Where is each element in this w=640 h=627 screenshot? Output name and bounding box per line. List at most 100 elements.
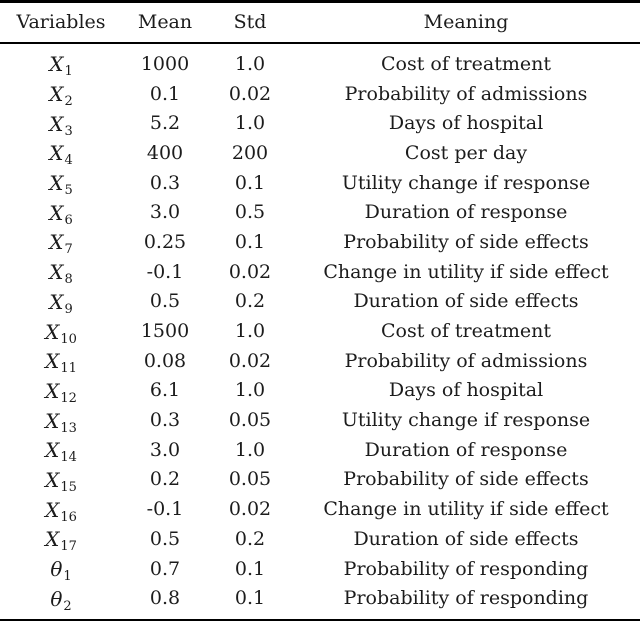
variable-cell: X8: [0, 260, 122, 286]
table-row: θ1 0.7 0.1 Probability of responding: [0, 554, 640, 584]
variable-cell: X14: [0, 440, 122, 464]
meaning-cell: Probability of side effects: [343, 230, 589, 253]
std-cell: 200: [231, 141, 269, 164]
meaning-cell: Change in utility if side effect: [323, 498, 609, 521]
meaning-cell: Duration of side effects: [353, 290, 579, 313]
mean-cell: 1500: [140, 320, 190, 343]
variable-symbol: X: [45, 497, 60, 522]
table-header-rule: [0, 41, 640, 44]
table-top-rule: [0, 0, 640, 3]
std-cell: 1.0: [234, 112, 266, 135]
variable-cell: X7: [0, 230, 122, 256]
variable-cell: X3: [0, 111, 122, 138]
mean-cell: 0.5: [149, 290, 181, 313]
variable-symbol: X: [49, 111, 64, 136]
table-row: X3 5.2 1.0 Days of hospital: [0, 109, 640, 139]
mean-cell: -0.1: [146, 260, 184, 283]
meaning-cell: Duration of side effects: [353, 527, 579, 550]
meaning-cell: Probability of admissions: [344, 349, 588, 372]
variable-subscript: 11: [60, 361, 77, 377]
variable-subscript: 10: [60, 331, 77, 347]
mean-cell: 6.1: [149, 379, 181, 402]
meaning-cell: Days of hospital: [388, 379, 544, 402]
meaning-cell: Utility change if response: [341, 171, 591, 194]
variable-symbol: X: [49, 52, 64, 77]
mean-cell: 0.08: [143, 349, 187, 372]
mean-cell: 0.25: [143, 230, 187, 253]
variable-cell: X15: [0, 467, 122, 494]
meaning-cell: Duration of response: [364, 201, 568, 224]
variable-symbol: X: [49, 82, 64, 107]
variable-symbol: X: [49, 230, 64, 255]
table-row: X17 0.5 0.2 Duration of side effects: [0, 525, 640, 555]
variable-symbol: X: [49, 260, 64, 285]
table-row: X7 0.25 0.1 Probability of side effects: [0, 228, 640, 258]
mean-cell: 5.2: [149, 112, 181, 135]
variable-symbol: X: [49, 171, 64, 196]
variable-subscript: 7: [64, 242, 73, 258]
meaning-cell: Probability of responding: [343, 557, 589, 580]
variable-symbol: X: [45, 349, 60, 374]
meaning-cell: Duration of response: [364, 438, 568, 461]
meaning-cell: Cost per day: [404, 141, 528, 164]
table-row: X4 400 200 Cost per day: [0, 139, 640, 169]
table-row: X16 -0.1 0.02 Change in utility if side …: [0, 495, 640, 525]
variable-symbol: X: [45, 319, 60, 344]
meaning-cell: Cost of treatment: [381, 52, 551, 75]
variable-subscript: 2: [64, 94, 73, 110]
std-cell: 1.0: [234, 320, 266, 343]
variable-symbol: X: [49, 200, 64, 225]
meaning-cell: Cost of treatment: [381, 320, 551, 343]
variable-symbol: X: [49, 289, 64, 314]
variable-subscript: 6: [64, 212, 73, 228]
mean-cell: 0.7: [149, 557, 181, 580]
std-cell: 0.05: [228, 468, 272, 491]
variable-cell: θ2: [0, 589, 122, 613]
std-cell: 0.1: [234, 171, 266, 194]
variable-cell: X12: [0, 381, 122, 405]
table-row: X8 -0.1 0.02 Change in utility if side e…: [0, 257, 640, 287]
table-row: θ2 0.8 0.1 Probability of responding: [0, 584, 640, 614]
table-row: X14 3.0 1.0 Duration of response: [0, 435, 640, 465]
mean-cell: -0.1: [146, 498, 184, 521]
table-header-row: Variables Mean Std Meaning: [0, 3, 640, 42]
mean-cell: 0.2: [149, 468, 181, 491]
mean-cell: 0.3: [149, 171, 181, 194]
std-cell: 0.2: [234, 527, 266, 550]
table-row: X6 3.0 0.5 Duration of response: [0, 198, 640, 228]
mean-cell: 400: [146, 141, 184, 164]
std-cell: 0.1: [234, 557, 266, 580]
std-cell: 0.02: [228, 260, 272, 283]
meaning-cell: Days of hospital: [388, 112, 544, 135]
mean-cell: 3.0: [149, 201, 181, 224]
table-row: X15 0.2 0.05 Probability of side effects: [0, 465, 640, 495]
table-row: X12 6.1 1.0 Days of hospital: [0, 376, 640, 406]
variable-symbol: X: [45, 467, 60, 492]
mean-cell: 0.8: [149, 587, 181, 610]
variable-cell: X13: [0, 411, 122, 435]
variable-subscript: 2: [63, 598, 72, 614]
table-row: X11 0.08 0.02 Probability of admissions: [0, 346, 640, 376]
table-body: X1 1000 1.0 Cost of treatment X2 0.1 0.0…: [0, 44, 640, 614]
std-cell: 0.02: [228, 498, 272, 521]
variable-subscript: 13: [60, 420, 77, 436]
variable-cell: X16: [0, 497, 122, 524]
mean-cell: 3.0: [149, 438, 181, 461]
table-row: X10 1500 1.0 Cost of treatment: [0, 317, 640, 347]
variable-subscript: 14: [60, 450, 77, 466]
meaning-cell: Probability of responding: [343, 587, 589, 610]
variable-subscript: 3: [64, 123, 73, 139]
std-cell: 1.0: [234, 52, 266, 75]
variable-subscript: 17: [60, 539, 77, 555]
meaning-cell: Probability of admissions: [344, 82, 588, 105]
column-header-meaning: Meaning: [423, 10, 509, 33]
variable-cell: X6: [0, 200, 122, 227]
std-cell: 0.05: [228, 409, 272, 432]
variable-cell: X5: [0, 171, 122, 197]
std-cell: 0.1: [234, 587, 266, 610]
variable-subscript: 12: [60, 390, 77, 406]
std-cell: 1.0: [234, 438, 266, 461]
mean-cell: 1000: [140, 52, 190, 75]
variable-cell: X2: [0, 82, 122, 108]
